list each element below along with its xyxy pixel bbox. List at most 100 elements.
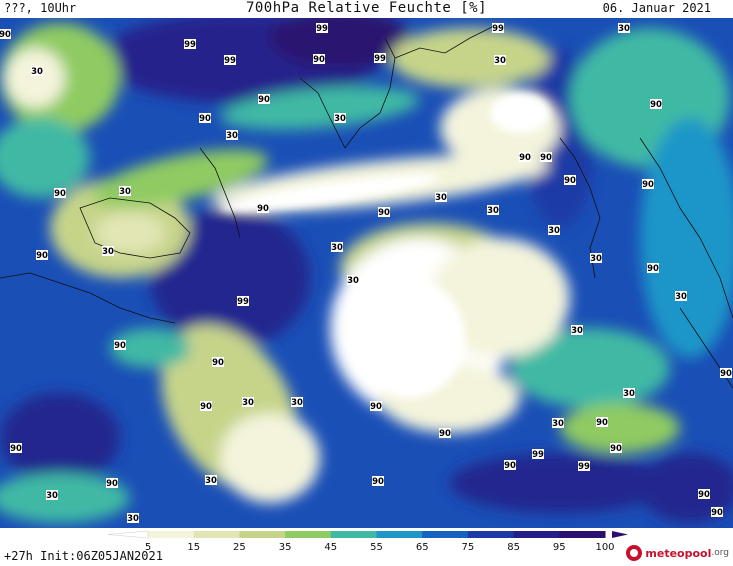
- colorbar-segment: [148, 531, 195, 538]
- contour-label-bg: [650, 99, 662, 109]
- contour-label-bg: [492, 23, 504, 33]
- contour-label: 90: [0, 30, 11, 40]
- contour-label: 90: [610, 444, 622, 454]
- contour-label: 90: [642, 180, 654, 190]
- colorbar-tick-label: 85: [507, 542, 520, 553]
- colorbar-tick-label: 100: [595, 542, 614, 553]
- contour-label-bg: [347, 275, 359, 285]
- contour-label-bg: [494, 55, 506, 65]
- contour-label: 90: [378, 208, 390, 218]
- colorbar-segment: [422, 531, 469, 538]
- contour-label-bg: [205, 475, 217, 485]
- contour-label: 30: [205, 476, 217, 486]
- contour-label: 90: [200, 402, 212, 412]
- contour-label-bg: [578, 461, 590, 471]
- contour-label-bg: [590, 253, 602, 263]
- contour-label-bg: [610, 443, 622, 453]
- contour-label-bg: [552, 418, 564, 428]
- contour-label-bg: [618, 23, 630, 33]
- contour-label-bg: [720, 368, 732, 378]
- colorbar-tick-label: 15: [187, 542, 200, 553]
- contour-label-bg: [199, 113, 211, 123]
- contour-label-bg: [237, 296, 249, 306]
- contour-label: 30: [119, 187, 131, 197]
- contour-label: 99: [578, 462, 590, 472]
- contour-label-bg: [571, 325, 583, 335]
- contour-label-bg: [372, 476, 384, 486]
- init-time: +27h Init:06Z05JAN2021: [4, 549, 163, 563]
- contour-label-bg: [647, 263, 659, 273]
- contour-label: 99: [237, 297, 249, 307]
- contour-label: 30: [494, 56, 506, 66]
- contour-label-bg: [698, 489, 710, 499]
- contour-label: 90: [540, 153, 552, 163]
- contour-label: 99: [492, 24, 504, 34]
- contour-label: 90: [114, 341, 126, 351]
- colorbar-tick-label: 45: [324, 542, 337, 553]
- map-title: 700hPa Relative Feuchte [%]: [245, 0, 488, 16]
- contour-label-bg: [331, 242, 343, 252]
- contour-label-bg: [711, 507, 723, 517]
- header-valid-time: ???, 10Uhr: [4, 1, 77, 15]
- colorbar: 5 15 25 35 45 55 65 75 85 95 100: [107, 530, 628, 553]
- colorbar-tick-label: 65: [416, 542, 429, 553]
- contour-label-bg: [119, 186, 131, 196]
- contour-label-bg: [564, 175, 576, 185]
- contour-label-bg: [184, 39, 196, 49]
- colorbar-tick-label: 55: [370, 542, 383, 553]
- contour-label-bg: [242, 397, 254, 407]
- contour-label-bg: [54, 188, 66, 198]
- contour-label: 30: [127, 514, 139, 524]
- contour-label: 30: [548, 226, 560, 236]
- colorbar-tick-label: 25: [233, 542, 246, 553]
- meteopool-logo: meteopool .org: [626, 543, 729, 563]
- contour-label-bg: [106, 478, 118, 488]
- contour-label-bg: [31, 66, 43, 76]
- colorbar-tick-label: 5: [145, 542, 151, 553]
- contour-label-bg: [127, 513, 139, 523]
- contour-label: 90: [212, 358, 224, 368]
- contour-label: 30: [347, 276, 359, 286]
- contour-label-bg: [10, 443, 22, 453]
- colorbar-tick-label: 75: [462, 542, 475, 553]
- contour-label: 90: [199, 114, 211, 124]
- contour-label: 90: [372, 477, 384, 487]
- contour-label: 30: [46, 491, 58, 501]
- colorbar-segment: [559, 531, 606, 538]
- contour-label-bg: [548, 225, 560, 235]
- contour-label: 99: [184, 40, 196, 50]
- contour-label-bg: [370, 401, 382, 411]
- contour-label: 90: [504, 461, 516, 471]
- contour-label: 99: [224, 56, 236, 66]
- contour-label: 90: [106, 479, 118, 489]
- contour-label-bg: [435, 192, 447, 202]
- contour-label: 30: [334, 114, 346, 124]
- contour-label-bg: [378, 207, 390, 217]
- contour-label-bg: [642, 179, 654, 189]
- contour-label: 90: [711, 508, 723, 518]
- contour-labels: 90 99 99 99 99 90 90 30 30 90 99 90 30 30 30 90 90 90 30 30…: [0, 23, 732, 524]
- header-date: 06. Januar 2021: [602, 1, 711, 15]
- contour-label-bg: [532, 449, 544, 459]
- contour-label: 90: [650, 100, 662, 110]
- contour-label-bg: [102, 246, 114, 256]
- contour-label: 30: [242, 398, 254, 408]
- contour-label: 30: [226, 131, 238, 141]
- contour-label: 30: [623, 389, 635, 399]
- colorbar-segment: [239, 531, 286, 538]
- contour-label-bg: [623, 388, 635, 398]
- contour-label: 90: [313, 55, 325, 65]
- contour-label-bg: [675, 291, 687, 301]
- colorbar-segment: [285, 531, 332, 538]
- contour-label-bg: [114, 340, 126, 350]
- colorbar-segment: [376, 531, 423, 538]
- contour-label: 99: [532, 450, 544, 460]
- colorbar-segment: [513, 531, 560, 538]
- humidity-map: 90 99 99 99 99 90 90 30 30 90 99 90 30 30 30 90 90 90 30 30…: [0, 18, 733, 528]
- contour-label: 90: [439, 429, 451, 439]
- contour-label: 90: [257, 204, 269, 214]
- contour-label: 90: [54, 189, 66, 199]
- contour-label: 30: [291, 398, 303, 408]
- contour-label-bg: [596, 417, 608, 427]
- contour-label-bg: [487, 205, 499, 215]
